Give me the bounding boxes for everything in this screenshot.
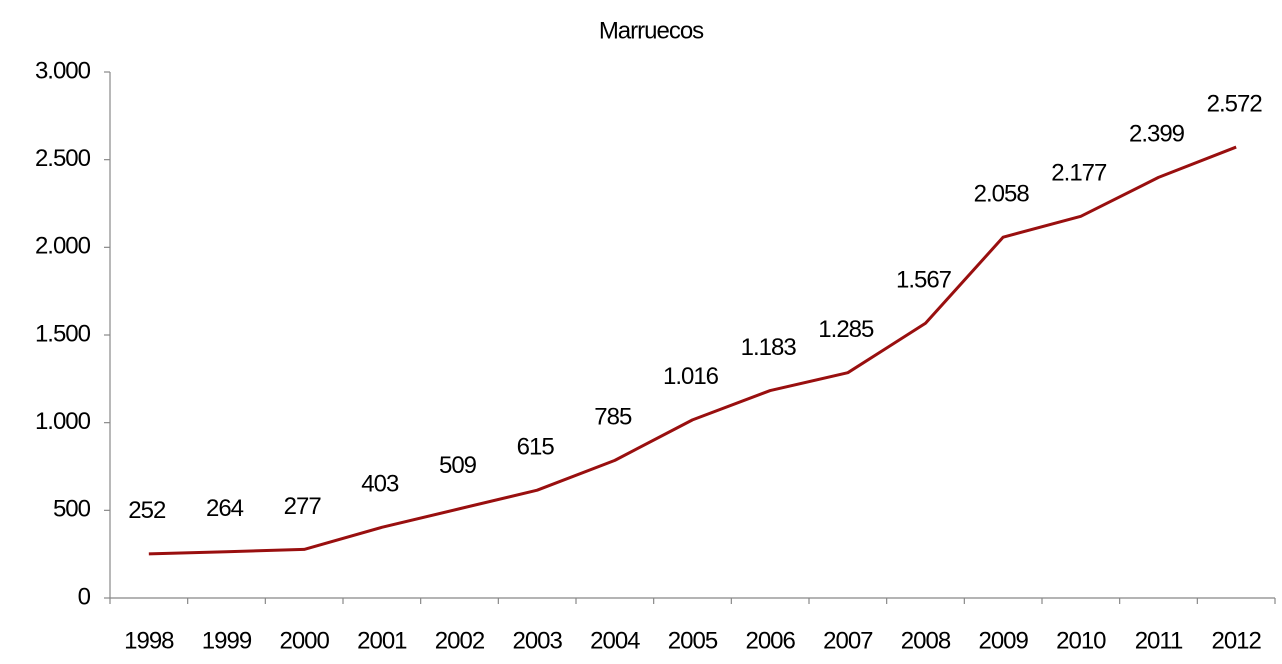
x-tick-label: 2011	[1135, 627, 1183, 654]
y-tick-label: 1.000	[35, 408, 91, 435]
x-tick-label: 1998	[124, 627, 174, 654]
y-tick-label: 3.000	[35, 57, 91, 84]
data-label: 1.183	[741, 334, 797, 361]
data-label: 2.399	[1129, 121, 1185, 148]
data-label: 2.058	[974, 181, 1030, 208]
x-tick-label: 2008	[901, 627, 951, 654]
data-label: 403	[361, 471, 399, 498]
data-label: 277	[284, 493, 322, 520]
x-tick-label: 2000	[279, 627, 329, 654]
x-tick-label: 2003	[512, 627, 562, 654]
y-tick-label: 2.500	[35, 145, 91, 172]
x-tick-label: 2004	[590, 627, 640, 654]
data-label: 1.285	[818, 316, 874, 343]
x-tick-label: 1999	[202, 627, 252, 654]
y-tick-label: 2.000	[35, 233, 91, 260]
data-label: 509	[439, 452, 477, 479]
x-tick-label: 2012	[1211, 627, 1261, 654]
x-tick-label: 2010	[1056, 627, 1106, 654]
data-label: 264	[206, 495, 244, 522]
data-label: 1.016	[663, 363, 719, 390]
y-tick-label: 500	[53, 496, 91, 523]
x-tick-label: 2006	[745, 627, 795, 654]
line-series	[148, 145, 1237, 556]
data-label: 252	[128, 497, 166, 524]
x-tick-label: 2005	[668, 627, 718, 654]
x-tick-label: 2001	[357, 627, 407, 654]
data-label: 2.177	[1051, 160, 1107, 187]
chart-title: Marruecos	[599, 17, 704, 44]
data-label: 2.572	[1207, 90, 1263, 117]
y-tick-label: 1.500	[35, 320, 91, 347]
x-tick-label: 2002	[435, 627, 485, 654]
data-label: 785	[594, 404, 632, 431]
data-label: 615	[517, 434, 555, 461]
x-tick-label: 2009	[978, 627, 1028, 654]
x-tick-label: 2007	[823, 627, 873, 654]
data-label: 1.567	[896, 267, 952, 294]
y-tick-label: 0	[78, 583, 91, 610]
